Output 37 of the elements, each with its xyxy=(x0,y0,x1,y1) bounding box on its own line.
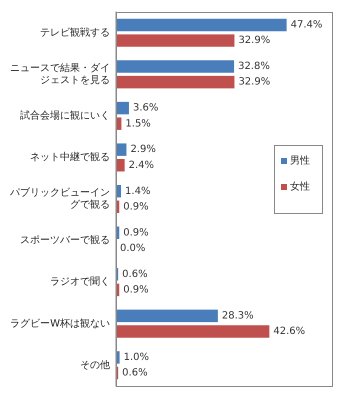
y-tick-label: ネット中継で観る xyxy=(30,151,110,164)
legend-label: 女性 xyxy=(290,180,310,193)
y-tick-label: 試合会場に観にいく xyxy=(20,109,110,122)
data-label: 32.8% xyxy=(238,61,270,72)
bar xyxy=(116,34,234,47)
data-label: 47.4% xyxy=(290,20,322,31)
bar xyxy=(116,102,129,114)
data-label: 0.0% xyxy=(120,242,146,254)
data-label: 0.9% xyxy=(123,227,149,238)
y-tick-label: テレビ観戦する xyxy=(40,26,110,38)
bar xyxy=(116,143,126,156)
data-label: 1.5% xyxy=(125,118,151,130)
bar xyxy=(116,310,218,322)
data-label: 1.0% xyxy=(124,352,150,364)
data-label: 32.9% xyxy=(238,76,270,88)
data-label: 1.4% xyxy=(125,186,150,197)
y-tick-label: その他 xyxy=(80,358,110,371)
data-label: 0.6% xyxy=(122,268,148,280)
data-label: 2.4% xyxy=(128,160,154,171)
y-tick-label: パブリックビューイングで観る xyxy=(9,186,110,211)
data-label: 2.9% xyxy=(130,144,156,156)
data-label: 0.9% xyxy=(123,201,149,212)
data-label: 28.3% xyxy=(222,310,254,322)
bar xyxy=(116,60,234,73)
data-label: 42.6% xyxy=(273,326,306,338)
data-label: 32.9% xyxy=(238,35,270,46)
data-label: 0.9% xyxy=(123,284,149,296)
data-label: 3.6% xyxy=(132,102,158,114)
legend-label: 男性 xyxy=(290,154,310,167)
y-tick-label: ニュースで結果・ダイジェストを見る xyxy=(10,62,110,86)
bar xyxy=(116,18,287,32)
y-tick-label: スポーツバーで観る xyxy=(20,235,110,246)
y-tick-label: ラグビーW杯は観ない xyxy=(10,317,110,330)
bar xyxy=(116,325,270,338)
y-tick-label: ラジオで聞く xyxy=(50,276,110,288)
data-label: 0.6% xyxy=(122,368,148,379)
bar xyxy=(116,76,234,88)
